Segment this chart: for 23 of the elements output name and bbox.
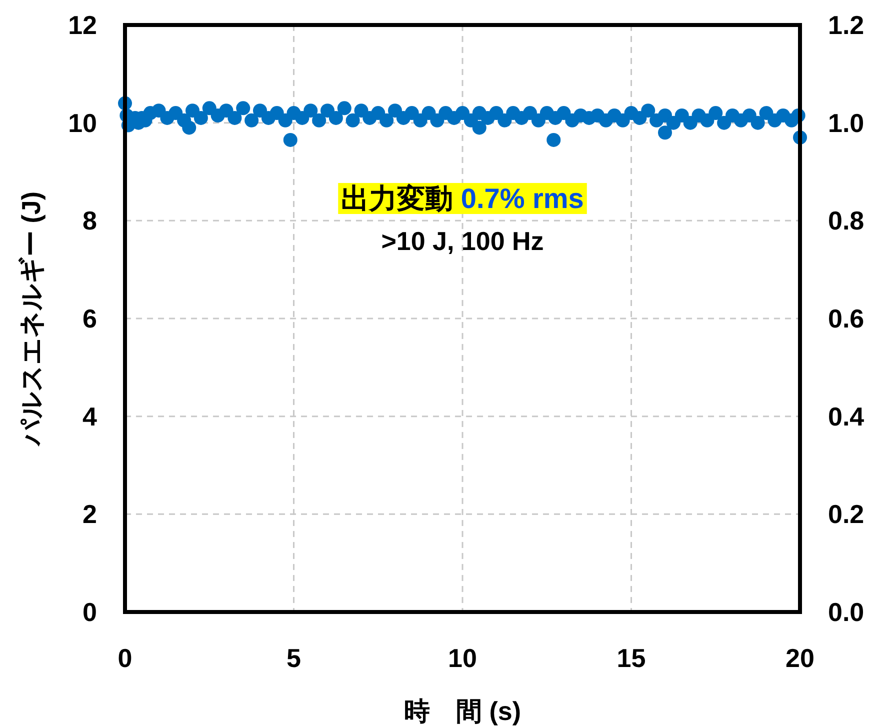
x-tick-label: 0 — [118, 643, 132, 673]
x-tick-label: 20 — [786, 643, 814, 673]
y2-tick-label: 0.0 — [828, 597, 864, 627]
x-tick-label: 5 — [286, 643, 301, 673]
y-tick-label: 6 — [82, 304, 97, 334]
y2-tick-label: 1.2 — [828, 10, 864, 40]
y2-tick-label: 0.6 — [828, 304, 864, 334]
y-tick-label: 10 — [68, 108, 97, 138]
y-tick-label: 12 — [68, 10, 97, 40]
y-tick-label: 8 — [82, 206, 97, 236]
y-tick-label: 0 — [82, 597, 97, 627]
annotation: 出力変動 0.7% rms — [341, 183, 584, 214]
y-tick-label: 2 — [82, 499, 97, 530]
x-axis-title: 時 間 (s) — [404, 696, 521, 726]
y2-tick-label: 0.4 — [828, 401, 865, 432]
x-tick-label: 15 — [616, 643, 646, 673]
y-tick-label: 4 — [82, 401, 98, 432]
y2-tick-label: 0.8 — [828, 206, 864, 236]
annotation: >10 J, 100 Hz — [381, 226, 544, 256]
y2-tick-label: 1.0 — [828, 108, 864, 138]
x-tick-label: 10 — [448, 643, 477, 673]
y-axis-title: パルスエネルギー (J) — [16, 192, 46, 448]
y2-tick-label: 0.2 — [828, 499, 864, 530]
